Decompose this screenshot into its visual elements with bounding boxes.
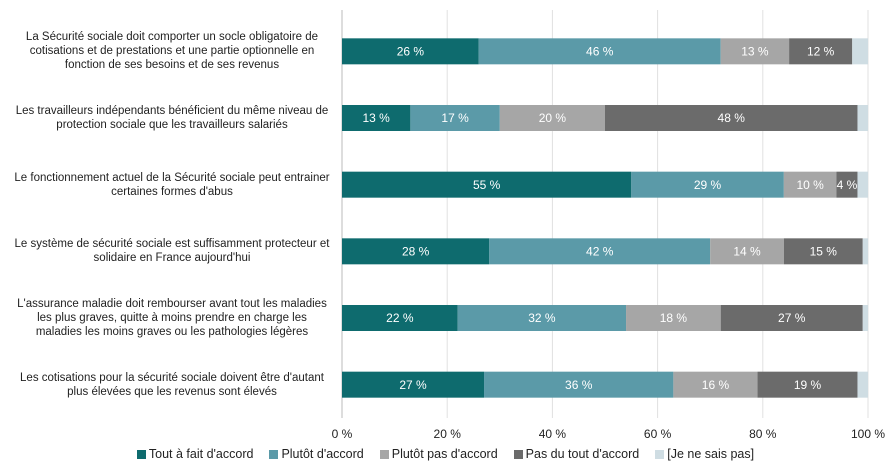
- value-label: 18 %: [660, 311, 688, 325]
- value-label: 36 %: [565, 378, 593, 392]
- category-label: Le fonctionnement actuel de la Sécurité …: [14, 171, 330, 198]
- category-label: Les cotisations pour la sécurité sociale…: [20, 371, 324, 398]
- bar-segment: [410, 105, 500, 131]
- value-label: 55 %: [473, 178, 501, 192]
- value-label: 13 %: [741, 45, 769, 59]
- legend-label: Plutôt d'accord: [281, 447, 364, 461]
- bar-segment: [789, 38, 853, 65]
- legend-swatch: [269, 449, 279, 459]
- x-tick-label: 80 %: [749, 427, 777, 441]
- bar-segment: [342, 105, 411, 131]
- bar-segment: [342, 38, 479, 65]
- value-label: 20 %: [539, 111, 567, 125]
- category-label: Le système de sécurité sociale est suffi…: [14, 238, 330, 265]
- bar-segment: [783, 171, 837, 198]
- category-label: L'assurance maladie doit rembourser avan…: [17, 298, 327, 338]
- bar-segment: [484, 371, 674, 398]
- x-tick-label: 100 %: [851, 427, 885, 441]
- legend-item: Plutôt pas d'accord: [379, 447, 498, 461]
- bar-segment: [342, 371, 485, 398]
- legend-swatch: [379, 449, 389, 459]
- value-label: 27 %: [399, 378, 427, 392]
- value-label: 14 %: [733, 245, 761, 259]
- value-label: 10 %: [796, 178, 824, 192]
- bar-segment: [478, 38, 721, 65]
- bar-segment: [857, 171, 868, 198]
- value-label: 42 %: [586, 245, 614, 259]
- value-label: 46 %: [586, 45, 614, 59]
- legend-item: [Je ne sais pas]: [655, 447, 754, 461]
- bar-segment: [862, 238, 868, 265]
- x-tick-label: 60 %: [644, 427, 672, 441]
- bar-segment: [710, 238, 784, 265]
- legend-swatch: [655, 449, 665, 459]
- legend-item: Pas du tout d'accord: [513, 447, 640, 461]
- bar-segment: [489, 238, 711, 265]
- value-label: 28 %: [402, 245, 430, 259]
- bar-segment: [626, 305, 721, 331]
- value-label: 13 %: [363, 111, 391, 125]
- value-label: 26 %: [397, 45, 425, 59]
- legend-item: Tout à fait d'accord: [136, 447, 254, 461]
- value-label: 12 %: [807, 45, 835, 59]
- value-label: 19 %: [794, 378, 822, 392]
- bar-segment: [499, 105, 605, 131]
- bar-segment: [342, 305, 458, 331]
- bar-segment: [342, 238, 490, 265]
- legend-label: [Je ne sais pas]: [667, 447, 755, 461]
- category-label: Les travailleurs indépendants bénéficien…: [15, 105, 329, 131]
- value-label: 22 %: [386, 311, 414, 325]
- bar-segment: [857, 371, 868, 398]
- value-label: 16 %: [702, 378, 730, 392]
- legend: Tout à fait d'accord Plutôt d'accord Plutô…: [0, 447, 891, 461]
- value-label: 32 %: [528, 311, 556, 325]
- value-label: 29 %: [694, 178, 722, 192]
- value-label: 27 %: [778, 311, 806, 325]
- legend-label: Pas du tout d'accord: [525, 447, 640, 461]
- bar-segment: [631, 171, 784, 198]
- bar-segment: [857, 105, 868, 131]
- bar-segment: [720, 305, 863, 331]
- x-tick-label: 20 %: [434, 427, 462, 441]
- legend-swatch: [136, 449, 146, 459]
- bar-segment: [862, 305, 868, 331]
- bar-segment: [457, 305, 627, 331]
- legend-item: Plutôt d'accord: [269, 447, 364, 461]
- x-tick-label: 0 %: [332, 427, 353, 441]
- value-label: 48 %: [718, 111, 746, 125]
- value-label: 17 %: [441, 111, 469, 125]
- bar-segment: [605, 105, 858, 131]
- bar-segment: [783, 238, 863, 265]
- legend-label: Plutôt pas d'accord: [391, 447, 498, 461]
- bar-segment: [342, 171, 632, 198]
- value-label: 4 %: [837, 178, 858, 192]
- legend-label: Tout à fait d'accord: [148, 447, 254, 461]
- value-label: 15 %: [810, 245, 838, 259]
- bar-segment: [852, 38, 868, 65]
- bar-segment: [757, 371, 858, 398]
- x-tick-label: 40 %: [539, 427, 567, 441]
- legend-swatch: [513, 449, 523, 459]
- bar-segment: [836, 171, 858, 198]
- bar-segment: [720, 38, 790, 65]
- category-label: La Sécurité sociale doit comporter un so…: [25, 31, 319, 72]
- bar-segment: [673, 371, 758, 398]
